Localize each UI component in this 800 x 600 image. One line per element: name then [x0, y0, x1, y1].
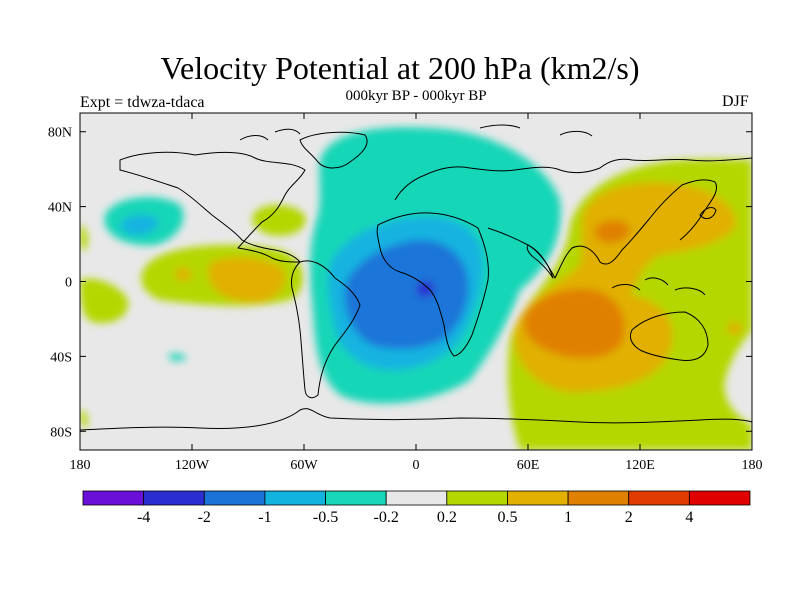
colorbar-swatch [203, 490, 266, 506]
colorbar-level-label: -2 [198, 509, 211, 526]
colorbar-swatch [264, 490, 326, 506]
x-tick-label: 180 [742, 458, 763, 473]
colorbar-level-label: 1 [564, 509, 572, 526]
y-tick-label: 80S [50, 425, 72, 440]
colorbar-swatch [567, 490, 630, 506]
field-negative-moderate-pacific [120, 214, 159, 236]
colorbar-swatch [325, 490, 387, 506]
coast-japan [699, 207, 717, 220]
season-label: DJF [722, 93, 749, 110]
colorbar-level-label: 2 [625, 509, 633, 526]
field-negative-weak-small [168, 353, 186, 361]
coast-indian-subcontinent [526, 244, 554, 279]
y-tick-label: 40S [50, 350, 72, 365]
x-tick-label: 60W [290, 458, 318, 473]
coastlines [80, 124, 752, 431]
coast-greenland [299, 131, 368, 169]
coast-europe [394, 157, 752, 201]
colorbar-swatch [446, 490, 508, 506]
page-title: Velocity Potential at 200 hPa (km2/s) [160, 50, 640, 86]
coast-maritime-continent [611, 277, 706, 296]
field-positive-weak-cpacific [80, 278, 129, 324]
colorbar-level-label: -0.2 [374, 509, 399, 526]
y-tick-label: 80N [48, 126, 72, 141]
experiment-label: Expt = tdwza-tdaca [80, 94, 205, 111]
field-positive-moderate-epacific [208, 257, 285, 303]
field-positive-strong-indian [524, 288, 625, 359]
x-tick-label: 180 [70, 458, 91, 473]
coast-africa [376, 212, 489, 357]
colorbar-level-label: 0.2 [437, 509, 457, 526]
x-tick-label: 0 [413, 458, 420, 473]
colorbar-level-label: 4 [685, 509, 693, 526]
colorbar-swatch [507, 490, 569, 506]
field-negative-strong [344, 239, 469, 350]
field-positive-weak-south [80, 410, 88, 428]
field-positive-moderate-aus [728, 322, 742, 335]
field-positive-weak-namerica [252, 204, 306, 236]
colorbar-level-label: 0.5 [497, 509, 517, 526]
colorbar: -4 -2 -1 -0.5 -0.2 0.2 0.5 1 2 4 [82, 490, 751, 526]
colorbar-swatch [385, 490, 448, 506]
colorbar-swatch [143, 490, 205, 506]
field-positive-moderate-small [176, 268, 192, 281]
colorbar-swatch [82, 490, 145, 506]
coast-australia [629, 311, 709, 361]
velocity-potential-field [80, 127, 752, 450]
x-tick-label: 120W [175, 458, 210, 473]
x-tick-label: 60E [517, 458, 540, 473]
colorbar-swatch [688, 490, 751, 506]
coast-south-america [291, 260, 361, 399]
map-plot-area [80, 113, 752, 450]
x-tick-label: 120E [625, 458, 655, 473]
field-positive-weak-dateline [80, 225, 88, 251]
colorbar-swatch [628, 490, 690, 506]
colorbar-level-label: -0.5 [313, 509, 338, 526]
subtitle: 000kyr BP - 000kyr BP [345, 88, 487, 104]
coast-arctic-islands [239, 124, 593, 141]
coast-north-america [119, 151, 306, 263]
colorbar-level-label: -4 [137, 509, 150, 526]
map-ticks: 180 120W 60W 0 60E 120E 180 80N 40N 0 40S 80S [48, 113, 763, 473]
y-tick-label: 0 [65, 276, 72, 291]
coast-antarctica [80, 408, 752, 431]
colorbar-level-label: -1 [258, 509, 271, 526]
field-negative-very-strong [416, 281, 434, 297]
y-tick-label: 40N [48, 201, 72, 216]
field-positive-strong-china [594, 220, 630, 243]
